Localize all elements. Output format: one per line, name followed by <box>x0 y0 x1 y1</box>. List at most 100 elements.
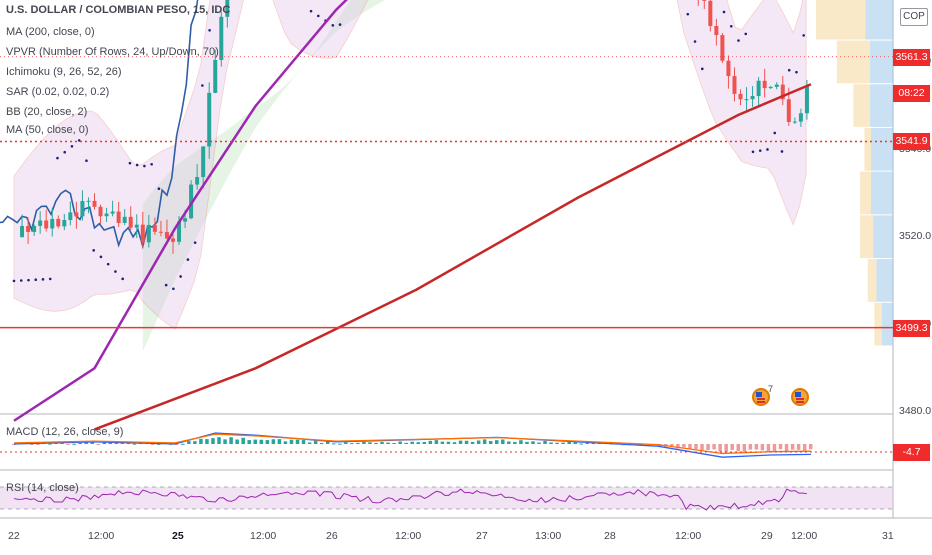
macd-histogram-bar <box>410 441 414 444</box>
candle-body <box>44 220 49 229</box>
profile-bar-down <box>869 84 893 127</box>
candle-body <box>170 238 175 242</box>
bollinger-band <box>13 0 807 330</box>
macd-histogram-bar <box>754 444 759 450</box>
candle-body <box>225 0 230 17</box>
macd-label[interactable]: MACD (12, 26, close, 9) <box>6 426 124 438</box>
time-axis-label: 28 <box>604 530 616 542</box>
sar-dot <box>135 163 139 167</box>
macd-histogram-bar <box>736 444 740 452</box>
macd-histogram-bar <box>694 444 698 450</box>
macd-histogram-bar <box>120 442 125 444</box>
candle-body <box>98 206 103 217</box>
profile-bar-down <box>871 171 893 215</box>
sar-dot <box>164 283 168 287</box>
macd-histogram-bar <box>78 442 82 444</box>
candle-body <box>195 176 200 185</box>
sar-dot <box>150 162 153 166</box>
sar-dot <box>128 161 132 165</box>
profile-bar-down <box>873 215 893 259</box>
candle-body <box>213 59 218 93</box>
candle-body <box>140 224 145 243</box>
macd-histogram-bar <box>187 441 191 444</box>
macd-histogram-bar <box>531 441 535 444</box>
macd-histogram-bar <box>301 440 306 444</box>
sar-dot <box>186 258 190 261</box>
macd-histogram-bar <box>808 444 813 450</box>
sar-dot <box>316 14 320 18</box>
macd-histogram-bar <box>96 444 101 445</box>
rsi-label[interactable]: RSI (14, close) <box>6 482 79 494</box>
macd-histogram-bar <box>72 443 76 445</box>
indicator-ichimoku[interactable]: Ichimoku (9, 26, 52, 26) <box>6 66 122 78</box>
indicator-ma50[interactable]: MA (50, close, 0) <box>6 124 89 136</box>
price-tag: 3499.3 <box>893 319 930 337</box>
profile-bar-down <box>882 302 893 346</box>
candle-body <box>792 121 797 123</box>
macd-histogram-bar <box>507 441 511 444</box>
indicator-vpvr[interactable]: VPVR (Number Of Rows, 24, Up/Down, 70) <box>6 46 219 58</box>
macd-histogram-bar <box>543 440 547 444</box>
price-tag: 3541.9 <box>893 133 930 151</box>
sar-dot <box>309 9 313 13</box>
time-axis-label: 12:00 <box>675 530 702 542</box>
macd-histogram-bar <box>446 441 451 444</box>
profile-bar-up <box>816 0 866 40</box>
macd-histogram-bar <box>561 442 565 444</box>
macd-histogram-bar <box>513 441 517 444</box>
macd-histogram-bar <box>307 442 312 444</box>
candle-body <box>177 221 182 242</box>
macd-histogram-bar <box>259 439 264 444</box>
sar-dot <box>114 270 117 273</box>
us-flag-event-icon[interactable] <box>752 388 770 406</box>
sar-dot <box>766 148 769 151</box>
macd-histogram-bar <box>778 444 783 450</box>
chart-title: U.S. DOLLAR / COLOMBIAN PESO, 15, IDC <box>6 4 231 16</box>
candle-body <box>62 219 67 227</box>
us-flag-event-icon[interactable] <box>791 388 809 406</box>
macd-histogram-bar <box>319 443 324 445</box>
macd-histogram-bar <box>706 444 710 451</box>
macd-histogram-bar <box>392 443 396 445</box>
profile-bar-up <box>836 40 870 84</box>
rsi-line <box>13 488 807 511</box>
currency-badge[interactable]: COP <box>900 8 928 26</box>
macd-histogram-bar <box>277 439 282 444</box>
sar-dot <box>34 278 38 282</box>
sar-dot <box>331 24 335 27</box>
sar-dot <box>193 241 197 244</box>
indicator-ma200[interactable]: MA (200, close, 0) <box>6 26 95 38</box>
ma50-line <box>13 0 348 422</box>
macd-histogram-bar <box>48 443 52 445</box>
macd-histogram-bar <box>748 444 753 450</box>
candle-body <box>146 224 151 243</box>
candle-body <box>68 212 73 220</box>
candle-body <box>762 80 767 89</box>
time-axis-label: 12:00 <box>88 530 115 542</box>
profile-bar-up <box>860 171 871 215</box>
indicator-bb[interactable]: BB (20, close, 2) <box>6 106 88 118</box>
sar-dot <box>19 279 23 282</box>
macd-histogram-bar <box>724 444 728 452</box>
macd-histogram-bar <box>199 438 203 444</box>
macd-value-tag: -4.7 <box>893 444 930 461</box>
macd-histogram-bar <box>452 442 457 444</box>
candle-body <box>702 0 707 1</box>
candle-body <box>134 224 139 228</box>
macd-histogram-bar <box>476 440 481 444</box>
macd-histogram-bar <box>718 444 722 452</box>
candle-body <box>104 213 109 217</box>
candle-body <box>774 84 779 87</box>
candle-body <box>50 218 55 229</box>
profile-bar-up <box>874 302 882 346</box>
time-axis-label: 12:00 <box>395 530 422 542</box>
indicator-sar[interactable]: SAR (0.02, 0.02, 0.2) <box>6 86 110 98</box>
ma200-line <box>94 83 812 431</box>
macd-histogram-bar <box>555 442 559 444</box>
sar-dot <box>56 156 59 160</box>
macd-histogram-bar <box>132 443 137 445</box>
candle-body <box>164 232 169 239</box>
sar-dot <box>99 255 103 259</box>
